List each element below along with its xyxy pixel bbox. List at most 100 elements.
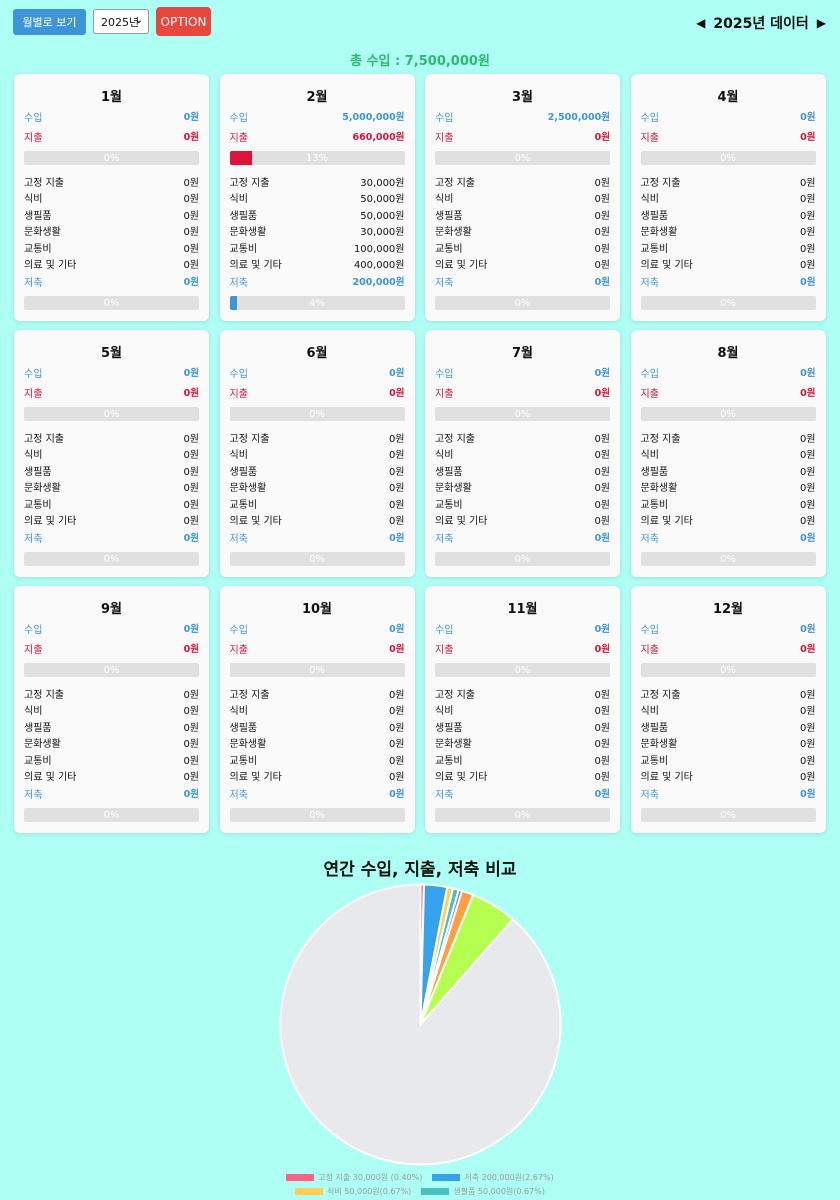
category-label: 고정 지출 <box>24 689 64 701</box>
category-value: 0원 <box>799 705 816 717</box>
category-label: 생필품 <box>640 210 669 222</box>
saving-progress-bar: 0% <box>229 552 405 566</box>
category-value: 0원 <box>594 177 610 189</box>
category-row: 의료 및 기타 0원 <box>24 256 199 271</box>
category-value: 0원 <box>594 466 610 478</box>
expense-value: 0원 <box>183 132 199 143</box>
income-value: 0원 <box>594 624 610 635</box>
legend-item[interactable]: 저축 200,000원(2.67%) <box>432 1172 554 1183</box>
category-value: 0원 <box>594 226 610 238</box>
saving-progress-label: 0% <box>720 553 736 565</box>
legend-item[interactable]: 식비 50,000원(0.67%) <box>295 1186 411 1197</box>
month-card: 6월 수입 0원 지출 0원 0% 고정 지출 0원 식비 0원 생필품 0원 문화생활 0원 교통비 0원 의… <box>219 330 415 577</box>
income-row: 수입 5,000,000원 <box>230 109 405 124</box>
income-label: 수입 <box>229 368 248 380</box>
category-value: 30,000원 <box>360 177 405 189</box>
expense-label: 지출 <box>24 132 43 144</box>
month-title: 4월 <box>717 90 739 105</box>
category-row: 생필품 0원 <box>435 719 610 734</box>
income-value: 0원 <box>800 624 816 635</box>
legend-item[interactable]: 고정 지출 30,000원 (0.40%) <box>286 1172 422 1183</box>
category-row: 교통비 0원 <box>435 240 610 255</box>
saving-progress-label: 0% <box>309 553 325 565</box>
expense-progress-bar: 0% <box>229 663 405 677</box>
expense-label: 지출 <box>24 644 43 656</box>
chart-title: 연간 수입, 지출, 저축 비교 <box>323 860 517 880</box>
category-label: 고정 지출 <box>229 433 270 445</box>
saving-label: 저축 <box>24 533 43 545</box>
pie-slice[interactable] <box>279 883 562 1166</box>
month-title: 9월 <box>100 602 122 617</box>
category-row: 의료 및 기타 0원 <box>641 512 816 527</box>
category-value: 400,000원 <box>353 259 405 271</box>
category-value: 0원 <box>388 433 405 445</box>
category-value: 0원 <box>183 738 199 750</box>
category-label: 의료 및 기타 <box>435 771 488 783</box>
category-row: 식비 0원 <box>24 190 199 205</box>
category-label: 의료 및 기타 <box>435 259 488 271</box>
income-label: 수입 <box>24 368 43 380</box>
year-select[interactable]: 2025년 ⌄ <box>93 9 149 34</box>
category-label: 생필품 <box>24 210 52 222</box>
category-label: 식비 <box>24 193 43 205</box>
category-label: 생필품 <box>435 210 463 222</box>
expense-progress-label: 0% <box>514 664 531 676</box>
expense-progress-bar: 0% <box>435 151 610 165</box>
year-title: 2025년 데이터 <box>713 16 809 32</box>
month-card: 10월 수입 0원 지출 0원 0% 고정 지출 0원 식비 0원 생필품 0원 문화생활 0원 교통비 0원… <box>219 586 415 833</box>
category-value: 0원 <box>799 226 816 238</box>
category-value: 0원 <box>799 193 816 205</box>
category-value: 0원 <box>799 515 816 527</box>
category-label: 식비 <box>640 705 659 717</box>
option-button[interactable]: OPTION <box>156 7 211 36</box>
income-label: 수입 <box>640 112 659 124</box>
category-value: 0원 <box>183 771 199 783</box>
category-row: 교통비 0원 <box>230 496 405 511</box>
category-label: 문화생활 <box>229 482 267 494</box>
expense-row: 지출 660,000원 <box>230 129 405 144</box>
triangle-right-icon[interactable]: ▶ <box>816 16 826 30</box>
category-value: 0원 <box>799 499 816 511</box>
saving-progress-label: 0% <box>514 297 531 309</box>
category-row: 식비 0원 <box>230 446 405 461</box>
category-label: 식비 <box>435 705 454 717</box>
category-label: 생필품 <box>229 722 258 734</box>
monthly-view-button[interactable]: 월별로 보기 <box>13 9 86 35</box>
legend-item[interactable]: 생필품 50,000원(0.67%) <box>421 1186 545 1197</box>
category-value: 0원 <box>183 515 199 527</box>
toolbar: 월별로 보기 2025년 ⌄ OPTION ◀ 2025년 데이터 ▶ <box>0 0 840 44</box>
category-row: 생필품 50,000원 <box>230 207 405 222</box>
saving-progress-bar: 0% <box>229 808 405 822</box>
category-value: 0원 <box>594 499 610 511</box>
category-row: 식비 0원 <box>435 702 610 717</box>
category-row: 고정 지출 0원 <box>435 174 610 189</box>
category-row: 교통비 0원 <box>435 752 610 767</box>
category-row: 의료 및 기타 0원 <box>24 768 199 783</box>
expense-progress-bar: 0% <box>24 663 199 677</box>
income-label: 수입 <box>24 624 43 636</box>
expense-row: 지출 0원 <box>230 641 405 656</box>
category-label: 의료 및 기타 <box>229 771 282 783</box>
category-value: 100,000원 <box>353 243 405 255</box>
category-row: 고정 지출 0원 <box>230 686 405 701</box>
category-label: 교통비 <box>640 499 669 511</box>
saving-row: 저축 0원 <box>641 786 816 801</box>
triangle-left-icon[interactable]: ◀ <box>696 16 706 30</box>
saving-value: 0원 <box>594 789 610 800</box>
category-label: 의료 및 기타 <box>229 515 282 527</box>
month-card: 11월 수입 0원 지출 0원 0% 고정 지출 0원 식비 0원 생필품 0원 문화생활 0원 교통비 0원… <box>425 586 620 833</box>
category-label: 문화생활 <box>24 482 61 494</box>
category-row: 의료 및 기타 0원 <box>229 768 405 783</box>
category-label: 문화생활 <box>640 226 678 238</box>
category-value: 0원 <box>183 433 199 445</box>
category-row: 문화생활 0원 <box>24 479 199 494</box>
category-row: 교통비 0원 <box>641 240 816 255</box>
category-value: 0원 <box>799 755 816 767</box>
saving-value: 0원 <box>800 533 816 544</box>
income-row: 수입 0원 <box>435 365 610 380</box>
category-label: 고정 지출 <box>435 177 475 189</box>
category-value: 0원 <box>594 210 610 222</box>
saving-row: 저축 0원 <box>641 530 816 545</box>
category-row: 식비 50,000원 <box>230 190 405 205</box>
category-label: 식비 <box>24 705 43 717</box>
